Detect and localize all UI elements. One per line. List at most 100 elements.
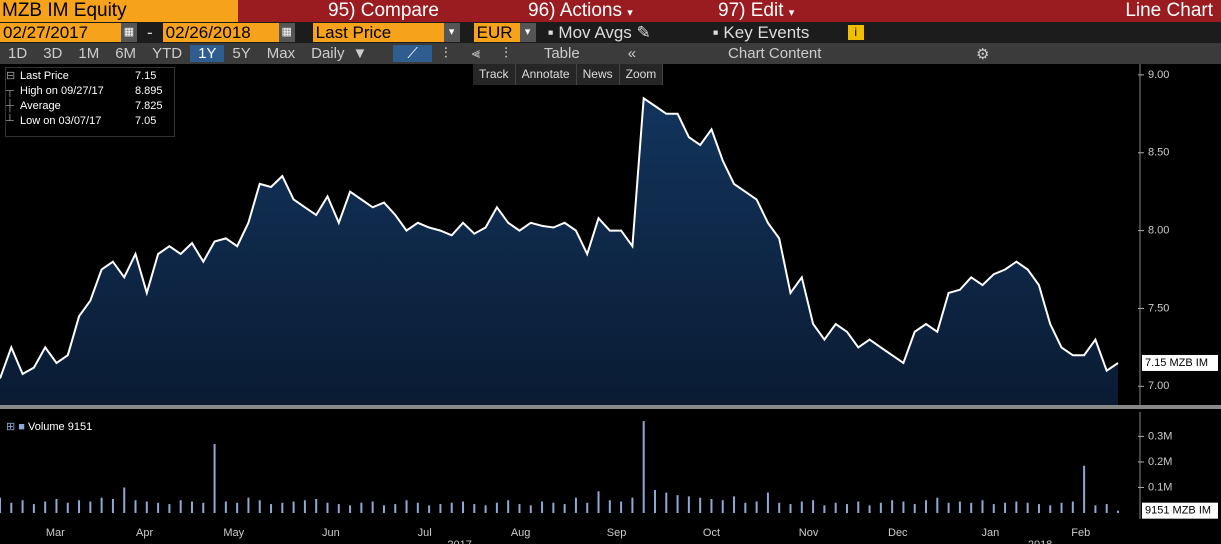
period-button[interactable]: 3D: [43, 45, 63, 62]
y-tick-label: 0.1M: [1148, 481, 1172, 493]
volume-bar: [134, 500, 137, 513]
header-bar: MZB IM Equity 95) Compare 96) Actions ▾ …: [0, 0, 1221, 22]
volume-bar: [21, 500, 24, 513]
volume-bar: [812, 500, 815, 513]
volume-bar: [337, 504, 340, 513]
legend-row: ⊟ Last Price 7.15: [6, 68, 174, 83]
menu-item[interactable]: 96) Actions ▾: [528, 0, 633, 21]
volume-bar: [89, 501, 92, 513]
chart-style-icon[interactable]: ⫷: [471, 45, 481, 62]
volume-bar: [947, 502, 950, 513]
period-button[interactable]: 6M: [115, 45, 137, 62]
y-tick-label: 8.00: [1148, 225, 1169, 237]
x-tick-label: Sep: [607, 527, 627, 539]
calendar-button[interactable]: ▦: [278, 23, 295, 42]
x-tick-label: Jul: [418, 527, 432, 539]
volume-bar: [631, 497, 634, 513]
menu-item[interactable]: 95) Compare: [328, 0, 439, 21]
volume-bar: [168, 504, 171, 513]
volume-bar: [190, 501, 193, 513]
option[interactable]: ▪ Mov Avgs ✎: [547, 22, 651, 42]
x-tick-label: Mar: [46, 527, 65, 539]
volume-bar: [213, 444, 216, 513]
field-select[interactable]: Last Price: [312, 23, 444, 42]
date-separator: -: [147, 22, 153, 42]
calendar-button[interactable]: ▦: [121, 23, 137, 42]
volume-bar: [1026, 502, 1029, 513]
frequency-select[interactable]: Daily: [311, 45, 345, 62]
legend-label: High on 09/27/17: [20, 84, 132, 97]
chart-tool[interactable]: Zoom: [620, 64, 664, 85]
volume-bar: [541, 501, 544, 513]
chart-tool[interactable]: Track: [473, 64, 516, 85]
legend-label: Average: [20, 99, 132, 112]
menu-label: 97) Edit: [718, 0, 784, 21]
volume-bar: [800, 501, 803, 513]
legend-value: 7.15: [135, 69, 157, 82]
legend-icon: ┴: [6, 114, 14, 127]
dropdown[interactable]: ▾: [519, 23, 536, 42]
volume-bar: [936, 497, 939, 513]
currency-select[interactable]: EUR: [473, 23, 520, 42]
legend-icon: ⊞ ■: [6, 421, 28, 433]
volume-bar: [382, 505, 385, 513]
period-button[interactable]: 1M: [78, 45, 100, 62]
x-tick-label: Nov: [799, 527, 819, 539]
ticker[interactable]: MZB IM Equity: [0, 0, 238, 22]
period-button[interactable]: YTD: [152, 45, 183, 62]
volume-bar: [755, 501, 758, 513]
y-tick-label: 8.50: [1148, 147, 1169, 159]
settings-button[interactable]: ⚙: [976, 45, 990, 63]
line-chart-icon[interactable]: ⟋: [393, 45, 432, 62]
chart-style-icon[interactable]: ⫶: [504, 45, 508, 62]
option-label: Key Events: [723, 22, 810, 42]
last-value-flag: [1142, 502, 1218, 519]
period-button[interactable]: 1Y: [190, 45, 225, 62]
end-date[interactable]: 02/26/2018: [162, 23, 279, 42]
y-tick-label: 0.2M: [1148, 456, 1172, 468]
chart-style-icon[interactable]: ⫶: [443, 45, 448, 62]
volume-bar: [1083, 465, 1086, 513]
volume-bar: [32, 504, 35, 513]
period-button[interactable]: 5Y: [232, 45, 251, 62]
volume-bar: [563, 504, 566, 513]
volume-bar: [1105, 504, 1108, 513]
volume-bar: [394, 504, 397, 513]
volume-bar: [462, 501, 465, 513]
y-tick-label: 9.00: [1148, 69, 1169, 81]
last-value-label: 7.15 MZB IM: [1145, 357, 1208, 369]
collapse-button[interactable]: «: [627, 45, 637, 62]
dropdown-arrow[interactable]: ▼: [352, 45, 368, 62]
period-button[interactable]: 1D: [8, 45, 28, 62]
volume-bar: [78, 500, 81, 513]
volume-bar: [766, 492, 769, 513]
table-button[interactable]: Table: [543, 45, 580, 62]
volume-bar: [1004, 502, 1007, 513]
chart: 7.00 7.50 8.00 8.50 9.00 0.1M 0.2M 0.3M Mar Apr Ma…: [0, 64, 1221, 544]
info-icon[interactable]: i: [847, 25, 864, 40]
x-tick-label: Feb: [1071, 527, 1090, 539]
volume-bar: [360, 502, 363, 513]
volume-bar: [1071, 501, 1074, 513]
legend-row: ┼ Average 7.825: [6, 98, 174, 113]
chart-tool[interactable]: News: [577, 64, 620, 85]
volume-bar: [224, 501, 227, 513]
chart-tool[interactable]: Annotate: [516, 64, 577, 85]
chart-content-button[interactable]: Chart Content: [728, 45, 822, 62]
volume-bar: [552, 502, 555, 513]
volume-bar: [823, 505, 826, 513]
volume-bar: [913, 504, 916, 513]
option[interactable]: ▪ Key Events: [712, 22, 810, 42]
volume-bar: [439, 504, 442, 513]
volume-bar: [981, 500, 984, 513]
volume-bar: [0, 497, 1, 513]
last-value: 9151: [1145, 505, 1169, 517]
volume-legend: ⊞ ■ Volume 9151: [6, 421, 92, 433]
volume-bar: [608, 500, 611, 513]
volume-bar: [845, 504, 848, 513]
volume-bar: [687, 496, 690, 513]
menu-item[interactable]: 97) Edit ▾: [718, 0, 795, 21]
dropdown[interactable]: ▾: [443, 23, 460, 42]
period-button[interactable]: Max: [266, 45, 296, 62]
start-date[interactable]: 02/27/2017: [0, 23, 121, 42]
